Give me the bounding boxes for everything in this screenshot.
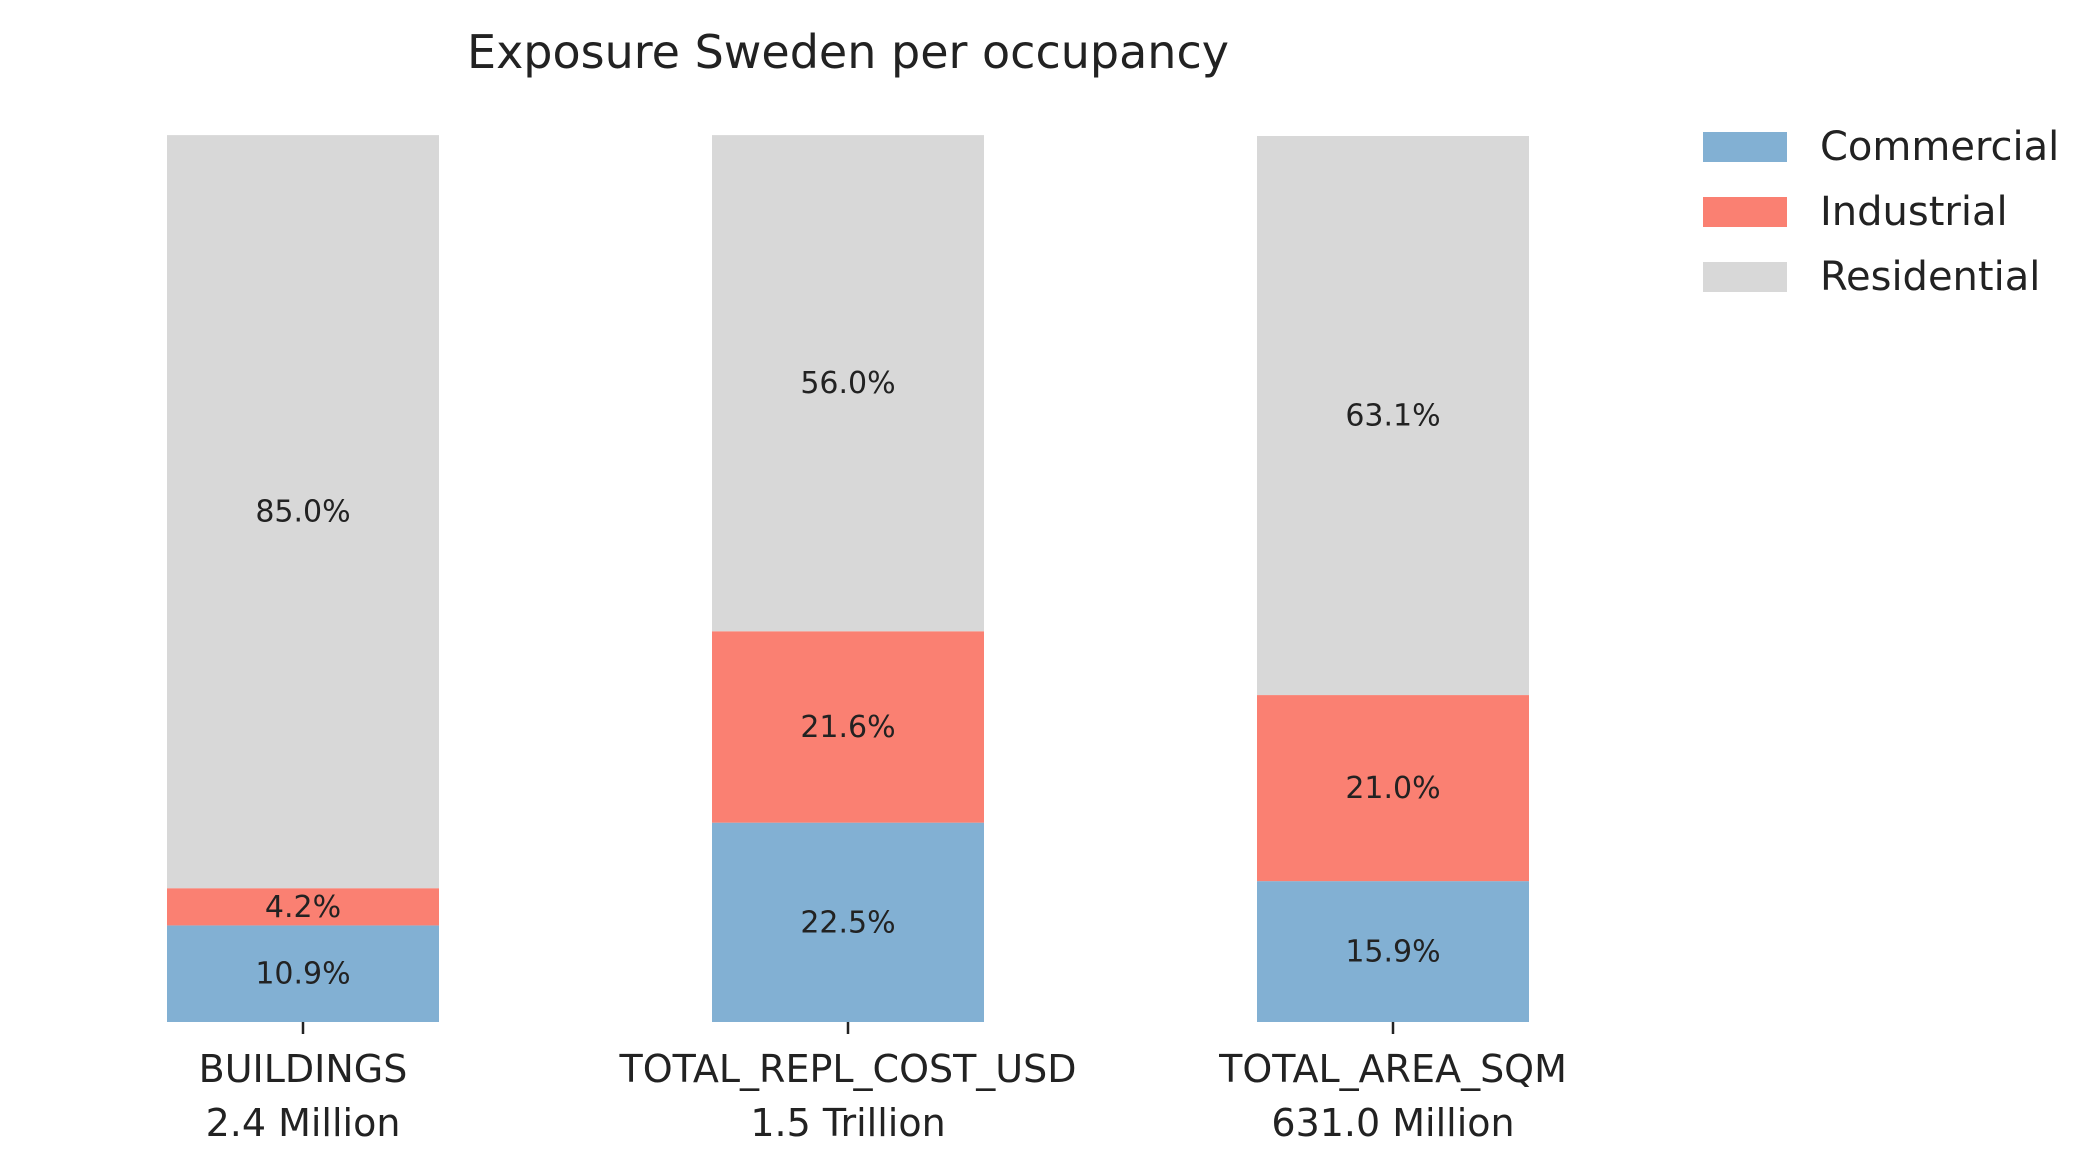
chart-title: Exposure Sweden per occupancy [467, 25, 1229, 79]
bar-stack-2: 22.5% 21.6% 56.0% [712, 135, 984, 1022]
x-axis: BUILDINGS 2.4 Million TOTAL_REPL_COST_USD 1… [199, 1022, 1567, 1145]
data-label-residential: 63.1% [1345, 399, 1440, 434]
legend-swatch-residential [1703, 262, 1787, 292]
bar-segment-commercial [167, 925, 439, 1022]
data-label-residential: 85.0% [255, 495, 350, 530]
bar-segment-industrial [1257, 695, 1529, 882]
legend-label: Commercial [1820, 124, 2059, 170]
data-label-commercial: 15.9% [1345, 935, 1440, 970]
legend-item-residential: Residential [1703, 254, 2040, 300]
bar-segment-industrial [712, 631, 984, 823]
bar-segment-residential [712, 135, 984, 632]
bar-segment-commercial [712, 822, 984, 1022]
legend-swatch-industrial [1703, 197, 1787, 227]
x-tick-total: 1.5 Trillion [750, 1101, 945, 1145]
legend-label: Industrial [1820, 189, 2008, 235]
bar-segment-commercial [1257, 881, 1529, 1022]
bar-segment-residential [167, 135, 439, 889]
x-tick-total: 2.4 Million [206, 1101, 401, 1145]
data-label-industrial: 21.0% [1345, 771, 1440, 806]
legend-item-commercial: Commercial [1703, 124, 2059, 170]
x-tick-total: 631.0 Million [1271, 1101, 1514, 1145]
legend-swatch-commercial [1703, 132, 1787, 162]
bar-stack-1: 10.9% 4.2% 85.0% [167, 135, 439, 1022]
data-label-commercial: 22.5% [800, 905, 895, 940]
legend-label: Residential [1820, 254, 2040, 300]
bars-layer: 10.9% 4.2% 85.0% 22.5% 21.6% 56.0% 15.9% 21.0% 6… [167, 135, 1529, 1022]
bar-segment-industrial [167, 888, 439, 926]
data-label-industrial: 4.2% [265, 890, 341, 925]
legend: Commercial Industrial Residential [1703, 124, 2059, 300]
x-tick-label: TOTAL_REPL_COST_USD [618, 1047, 1076, 1091]
data-label-industrial: 21.6% [800, 710, 895, 745]
data-label-residential: 56.0% [800, 366, 895, 401]
bar-segment-residential [1257, 136, 1529, 696]
data-label-commercial: 10.9% [255, 957, 350, 992]
bar-stack-3: 15.9% 21.0% 63.1% [1257, 136, 1529, 1022]
x-tick-label: BUILDINGS [199, 1047, 408, 1091]
x-tick-label: TOTAL_AREA_SQM [1218, 1047, 1567, 1091]
legend-item-industrial: Industrial [1703, 189, 2008, 235]
